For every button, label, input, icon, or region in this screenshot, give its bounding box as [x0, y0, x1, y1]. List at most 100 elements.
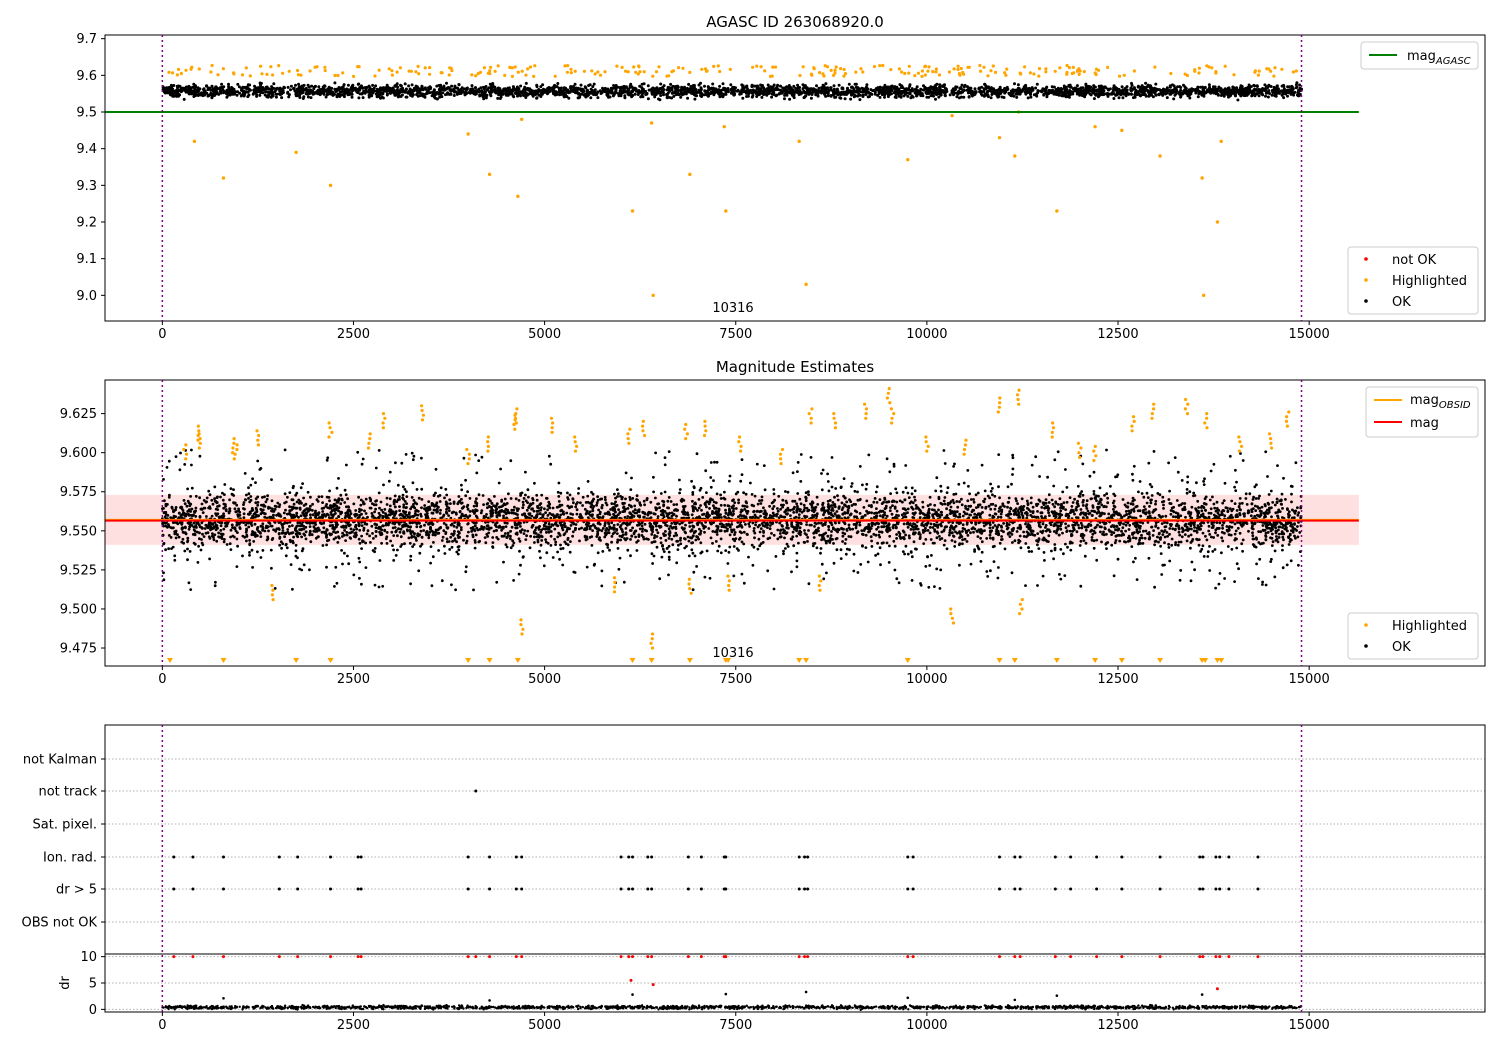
highlighted-point: [209, 70, 213, 74]
ok-point: [253, 522, 257, 526]
highlighted-point: [986, 74, 990, 78]
ok-point: [379, 500, 383, 504]
ok-point: [866, 95, 870, 99]
ok-point: [1086, 91, 1089, 94]
ok-point: [326, 87, 330, 91]
ok-point: [1297, 88, 1301, 92]
highlighted-point: [496, 64, 500, 68]
ok-point: [478, 94, 482, 98]
ok-point: [809, 91, 813, 95]
ok-point: [589, 96, 593, 100]
ok-point: [1224, 89, 1228, 93]
ok-point: [886, 85, 890, 89]
highlighted-point: [833, 68, 837, 72]
highlighted-point: [979, 69, 983, 73]
ok-point: [984, 87, 988, 91]
ok-point: [617, 92, 621, 96]
ok-point: [226, 93, 230, 97]
ok-point: [731, 85, 735, 89]
ok-point: [389, 88, 393, 92]
ok-point: [1168, 89, 1172, 93]
ok-point: [1160, 529, 1164, 533]
ok-point: [503, 497, 507, 501]
ok-point: [193, 86, 197, 90]
ok-point: [1160, 92, 1163, 96]
ok-point: [836, 93, 840, 97]
ok-point: [356, 82, 360, 86]
ok-point: [186, 88, 190, 92]
ok-point: [667, 537, 671, 540]
highlighted-point: [519, 117, 524, 122]
x-tick-label: 2500: [337, 327, 370, 342]
ok-point: [699, 86, 703, 90]
highlighted-point: [665, 74, 669, 78]
ok-point: [756, 547, 760, 551]
highlighted-point: [269, 65, 273, 69]
ok-point: [829, 86, 833, 90]
panel-agasc-annotation: 10316: [712, 301, 753, 316]
ok-point: [817, 86, 821, 90]
ok-point: [707, 94, 711, 97]
ok-point: [403, 90, 407, 94]
ok-point: [948, 93, 952, 97]
ok-point: [595, 93, 599, 96]
ok-point: [647, 88, 651, 92]
highlighted-point: [553, 74, 557, 78]
highlighted-point: [630, 209, 635, 213]
ok-point: [802, 89, 806, 93]
ok-point: [1145, 85, 1149, 89]
ok-point: [1063, 88, 1067, 92]
ok-point: [988, 523, 992, 527]
ok-point: [515, 85, 519, 89]
ok-point: [439, 93, 443, 96]
ok-point: [670, 91, 674, 95]
ok-point: [1196, 85, 1200, 89]
ok-point: [1022, 530, 1025, 534]
highlighted-point: [221, 67, 225, 71]
ok-point: [1243, 94, 1247, 98]
ok-point: [984, 84, 988, 88]
ok-point: [821, 83, 825, 87]
ok-point: [202, 88, 205, 91]
ok-point: [803, 529, 806, 532]
ok-point: [361, 86, 364, 90]
ok-point: [530, 89, 534, 92]
ok-point: [738, 92, 742, 96]
highlighted-point: [834, 65, 838, 69]
ok-point: [194, 506, 198, 510]
ok-point: [236, 82, 240, 86]
ok-point: [409, 89, 413, 93]
ok-point: [266, 90, 270, 94]
highlighted-point: [657, 65, 661, 69]
ok-point: [1064, 526, 1068, 530]
ok-point: [446, 86, 450, 90]
ok-point: [601, 86, 604, 90]
ok-point: [427, 536, 431, 540]
highlighted-point: [829, 68, 833, 72]
ok-point: [904, 89, 908, 92]
panel-magnitude-plot-area: [105, 387, 1359, 663]
ok-point: [767, 92, 771, 95]
highlighted-point: [377, 68, 381, 72]
highlighted-point: [897, 67, 902, 71]
ok-point: [762, 90, 766, 94]
ok-point: [1130, 88, 1134, 92]
ok-point: [360, 547, 363, 550]
highlighted-point: [524, 73, 528, 77]
ok-point: [540, 493, 544, 497]
ok-point: [1047, 534, 1051, 538]
ok-point: [325, 543, 328, 547]
ok-point: [1241, 87, 1245, 91]
ok-point: [565, 511, 569, 515]
highlighted-point: [526, 67, 530, 71]
highlighted-point: [390, 73, 394, 77]
ok-point: [1096, 88, 1100, 92]
panel-agasc-frame: [104, 34, 1486, 322]
ok-point: [1183, 533, 1187, 536]
ok-point: [425, 92, 429, 95]
ok-point: [1299, 506, 1303, 510]
highlighted-point: [573, 69, 577, 73]
ok-point: [317, 85, 321, 89]
ok-point: [809, 96, 813, 100]
ok-point: [292, 87, 295, 91]
